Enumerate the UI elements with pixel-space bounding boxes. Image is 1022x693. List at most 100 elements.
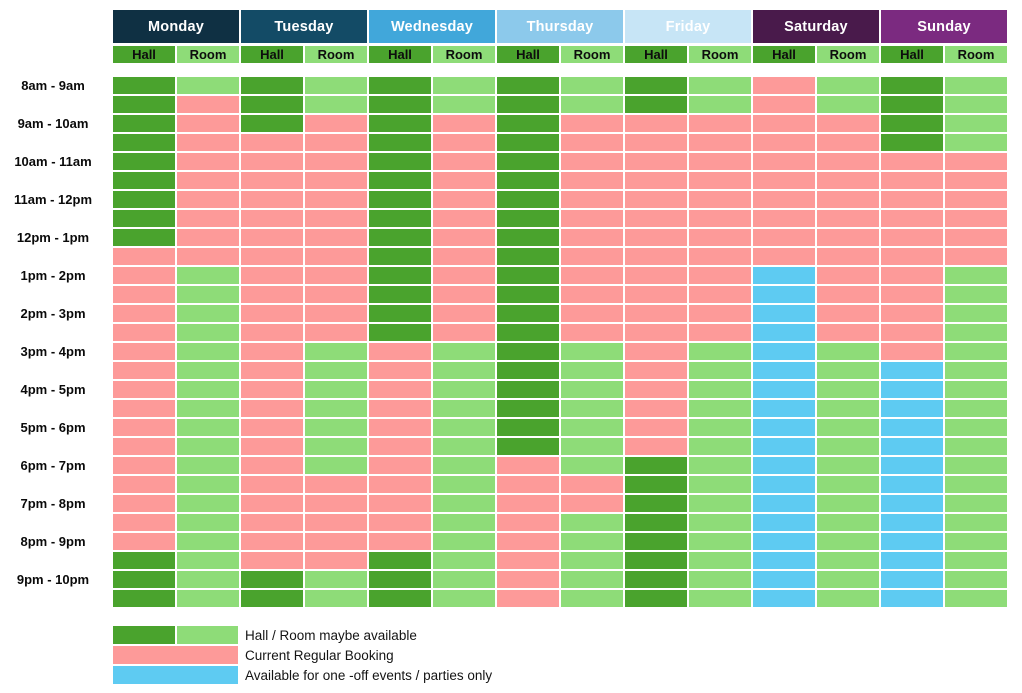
slot-cell-tuesday-room [305,96,367,113]
slot-cell-monday-hall [113,153,175,170]
slot-cell-wednesday-room [433,457,495,474]
slot-cell-sunday-room [945,286,1007,303]
slot-cell-saturday-room [817,77,879,94]
slot-cell-thursday-hall [497,400,559,417]
slot-cell-saturday-room [817,229,879,246]
time-label: 2pm - 3pm [20,306,86,321]
slot-cell-tuesday-room [305,172,367,189]
slot-cell-monday-hall [113,381,175,398]
slot-cell-tuesday-room [305,153,367,170]
slot-cell-wednesday-hall [369,381,431,398]
slot-cell-sunday-hall [881,210,943,227]
slot-cell-wednesday-hall [369,533,431,550]
time-label: 9pm - 10pm [16,572,90,587]
slot-cell-monday-room [177,514,239,531]
day-header-wednesday: Wednesday [369,10,495,43]
slot-cell-saturday-hall [753,248,815,265]
slot-cell-wednesday-hall [369,571,431,588]
slot-cell-saturday-room [817,115,879,132]
slot-cell-saturday-room [817,533,879,550]
day-header-row: Monday Tuesday Wednesday Thursday Friday Satu… [113,10,1007,43]
slot-cell-thursday-hall [497,191,559,208]
slot-cell-monday-hall [113,343,175,360]
slot-cell-saturday-room [817,495,879,512]
slot-cell-wednesday-hall [369,134,431,151]
slot-cell-wednesday-room [433,172,495,189]
slot-cell-monday-hall [113,590,175,607]
slot-cell-wednesday-hall [369,514,431,531]
subheader-hall-friday: Hall [625,46,687,63]
slot-cell-thursday-room [561,343,623,360]
slot-cell-tuesday-room [305,571,367,588]
slot-cell-thursday-hall [497,77,559,94]
slot-cell-monday-room [177,286,239,303]
slot-cell-tuesday-room [305,514,367,531]
slot-cell-wednesday-room [433,400,495,417]
slot-cell-wednesday-hall [369,438,431,455]
slot-cell-tuesday-room [305,495,367,512]
slot-cell-friday-hall [625,457,687,474]
slot-cell-saturday-hall [753,590,815,607]
time-label: 5pm - 6pm [20,420,86,435]
slot-cell-friday-hall [625,248,687,265]
slot-cell-saturday-room [817,210,879,227]
slot-cell-sunday-hall [881,400,943,417]
slot-cell-wednesday-hall [369,267,431,284]
slot-cell-wednesday-hall [369,476,431,493]
slot-cell-tuesday-room [305,191,367,208]
slot-cell-tuesday-room [305,324,367,341]
slot-cell-sunday-room [945,134,1007,151]
slot-cell-monday-room [177,495,239,512]
slot-cell-tuesday-hall [241,571,303,588]
time-label: 10am - 11am [14,154,92,169]
slot-cell-friday-room [689,476,751,493]
slot-cell-sunday-hall [881,305,943,322]
slot-cell-monday-hall [113,229,175,246]
slot-cell-friday-room [689,248,751,265]
slot-cell-thursday-room [561,248,623,265]
slot-cell-sunday-hall [881,115,943,132]
slot-cell-monday-hall [113,362,175,379]
slot-cell-wednesday-hall [369,172,431,189]
slot-cell-wednesday-room [433,552,495,569]
slot-cell-saturday-hall [753,286,815,303]
slot-cell-thursday-room [561,267,623,284]
slot-cell-saturday-hall [753,533,815,550]
slot-cell-friday-room [689,400,751,417]
slot-cell-tuesday-hall [241,286,303,303]
slot-cell-monday-hall [113,191,175,208]
slot-cell-wednesday-room [433,96,495,113]
slot-cell-thursday-hall [497,172,559,189]
slot-cell-thursday-room [561,305,623,322]
slot-cell-saturday-hall [753,191,815,208]
slot-cell-thursday-room [561,400,623,417]
slot-cell-tuesday-hall [241,191,303,208]
slot-cell-sunday-room [945,362,1007,379]
slot-cell-sunday-hall [881,457,943,474]
slot-cell-tuesday-room [305,343,367,360]
slot-cell-thursday-hall [497,381,559,398]
slot-cell-sunday-hall [881,514,943,531]
slot-cell-monday-room [177,172,239,189]
slot-cell-friday-hall [625,153,687,170]
slot-cell-sunday-room [945,590,1007,607]
slot-cell-sunday-room [945,305,1007,322]
slot-cell-sunday-room [945,343,1007,360]
slot-cell-friday-room [689,305,751,322]
slot-cell-thursday-room [561,229,623,246]
slot-cell-tuesday-room [305,419,367,436]
slot-cell-sunday-hall [881,476,943,493]
time-label: 9am - 10am [17,116,89,131]
slot-cell-friday-room [689,153,751,170]
day-header-thursday: Thursday [497,10,623,43]
slot-cell-saturday-room [817,571,879,588]
slot-cell-monday-room [177,134,239,151]
slot-cell-sunday-room [945,495,1007,512]
subheader-hall-saturday: Hall [753,46,815,63]
day-header-tuesday: Tuesday [241,10,367,43]
slot-cell-monday-room [177,457,239,474]
slot-cell-monday-hall [113,552,175,569]
slot-cell-tuesday-hall [241,153,303,170]
slot-cell-sunday-room [945,476,1007,493]
